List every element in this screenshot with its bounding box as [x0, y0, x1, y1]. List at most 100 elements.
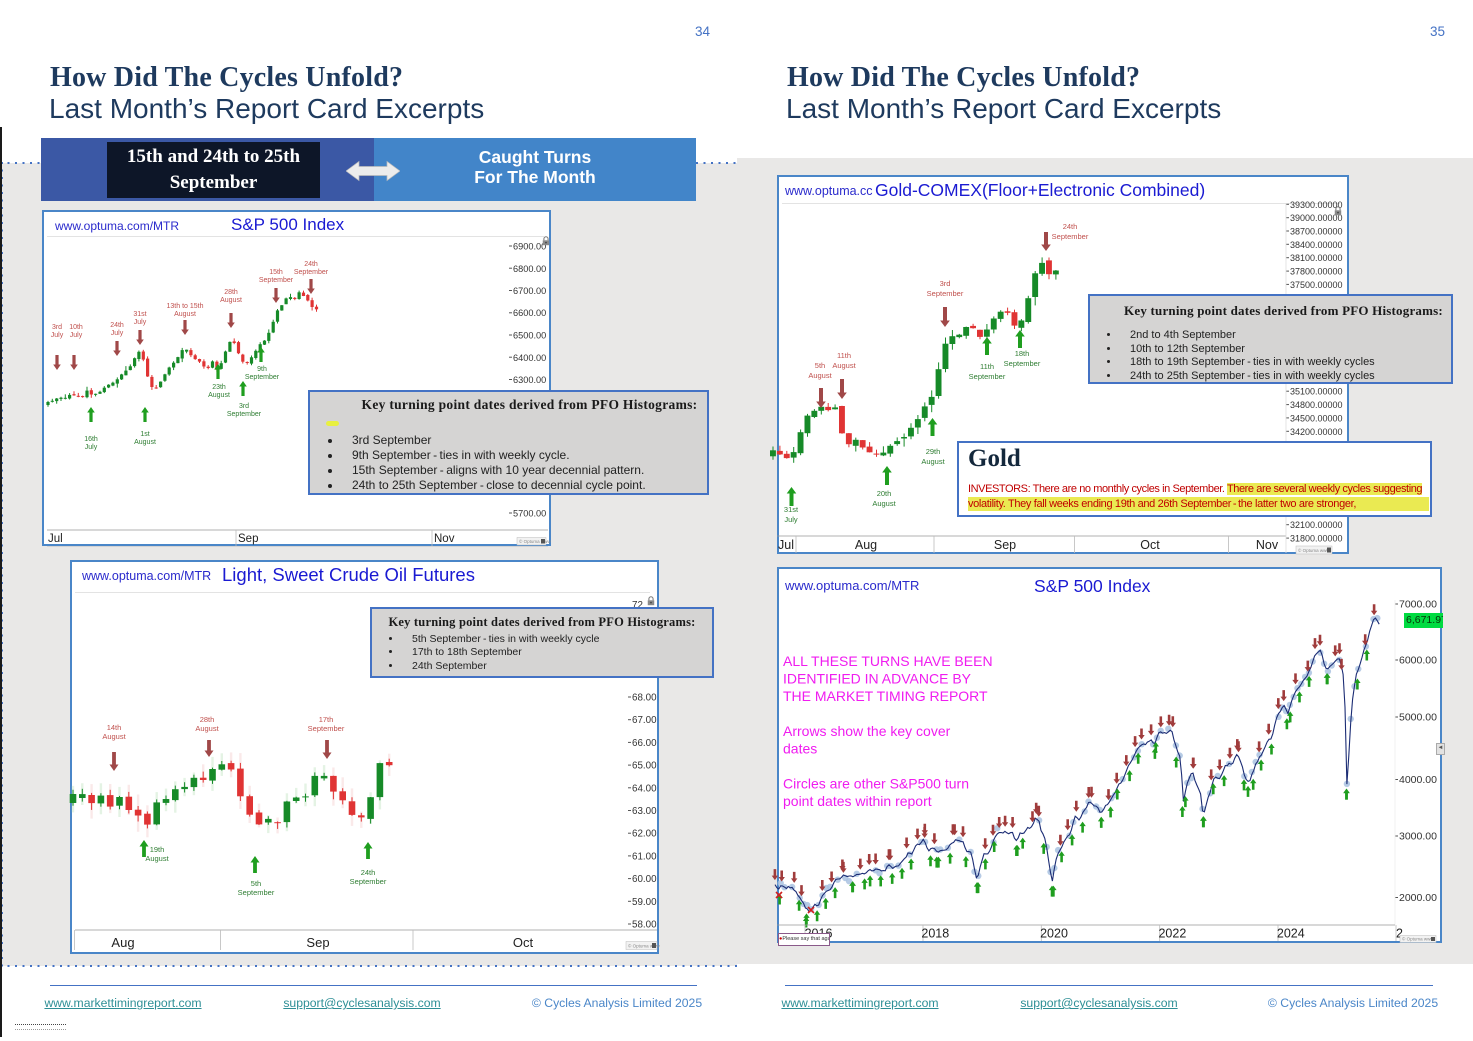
svg-text:August: August: [174, 311, 196, 318]
svg-text:5th: 5th: [815, 361, 825, 370]
svg-text:September: September: [259, 277, 294, 284]
svg-text:61.00: 61.00: [632, 851, 657, 862]
svg-text:39300.00000: 39300.00000: [1290, 200, 1343, 210]
svg-text:2024: 2024: [1277, 927, 1305, 941]
svg-text:September: September: [1004, 359, 1041, 368]
svg-text:19th: 19th: [150, 845, 165, 854]
svg-text:point dates within report: point dates within report: [783, 793, 932, 809]
svg-text:1st: 1st: [140, 431, 149, 438]
svg-text:59.00: 59.00: [632, 897, 657, 908]
svg-text:64.00: 64.00: [632, 783, 657, 794]
svg-text:August: August: [921, 457, 945, 466]
svg-text:Sep: Sep: [994, 538, 1016, 552]
svg-text:Nov: Nov: [434, 533, 455, 545]
svg-text:39000.00000: 39000.00000: [1290, 213, 1343, 223]
svg-text:July: July: [51, 332, 64, 339]
svg-text:3000.00: 3000.00: [1399, 831, 1437, 843]
svg-text:23th: 23th: [212, 384, 226, 391]
svg-text:Jul: Jul: [778, 538, 794, 552]
svg-text:2022: 2022: [1158, 927, 1186, 941]
svg-text:2020: 2020: [1040, 927, 1068, 941]
svg-text:34500.00000: 34500.00000: [1290, 413, 1343, 423]
svg-text:10th: 10th: [69, 324, 83, 331]
svg-text:16th: 16th: [84, 436, 98, 443]
svg-text:September: September: [308, 724, 345, 733]
svg-text:18th: 18th: [1015, 349, 1030, 358]
svg-text:THE MARKET TIMING REPORT: THE MARKET TIMING REPORT: [783, 688, 988, 704]
svg-text:Oct: Oct: [513, 935, 534, 950]
svg-text:July: July: [85, 444, 98, 451]
svg-text:August: August: [134, 439, 156, 446]
svg-text:13th to 15th: 13th to 15th: [167, 303, 204, 310]
svg-text:Sep: Sep: [306, 935, 329, 950]
svg-text:August: August: [832, 361, 856, 370]
svg-text:6800.00: 6800.00: [513, 264, 546, 274]
svg-text:2000.00: 2000.00: [1399, 892, 1437, 904]
svg-text:15th: 15th: [269, 269, 283, 276]
svg-text:August: August: [195, 724, 219, 733]
svg-text:29th: 29th: [926, 447, 941, 456]
svg-text:6400.00: 6400.00: [513, 353, 546, 363]
svg-text:24th: 24th: [304, 261, 318, 268]
svg-text:6300.00: 6300.00: [513, 375, 546, 385]
svg-text:31st: 31st: [133, 311, 146, 318]
svg-text:20th: 20th: [877, 489, 892, 498]
svg-text:August: August: [102, 732, 126, 741]
svg-text:Circles are other S&P500 turn: Circles are other S&P500 turn: [783, 776, 969, 792]
svg-text:31800.00000: 31800.00000: [1290, 534, 1343, 544]
svg-text:Aug: Aug: [111, 935, 134, 950]
svg-text:38700.00000: 38700.00000: [1290, 227, 1343, 237]
svg-text:Oct: Oct: [1140, 538, 1160, 552]
svg-text:September: September: [969, 372, 1006, 381]
svg-text:Arrows show the key cover: Arrows show the key cover: [783, 723, 951, 739]
svg-text:37500.00000: 37500.00000: [1290, 280, 1343, 290]
svg-text:6000.00: 6000.00: [1399, 655, 1437, 667]
svg-text:28th: 28th: [224, 289, 238, 296]
svg-text:July: July: [70, 332, 83, 339]
svg-text:September: September: [294, 269, 329, 276]
svg-text:September: September: [238, 888, 275, 897]
svg-text:5700.00: 5700.00: [513, 509, 546, 519]
svg-text:24th: 24th: [110, 322, 124, 329]
svg-text:34200.00000: 34200.00000: [1290, 427, 1343, 437]
svg-text:37800.00000: 37800.00000: [1290, 267, 1343, 277]
svg-text:August: August: [145, 854, 169, 863]
svg-text:5th: 5th: [251, 879, 261, 888]
svg-text:IDENTIFIED IN ADVANCE BY: IDENTIFIED IN ADVANCE BY: [783, 671, 972, 687]
svg-text:9th: 9th: [257, 366, 267, 373]
svg-text:35100.00000: 35100.00000: [1290, 387, 1343, 397]
svg-text:6900.00: 6900.00: [513, 242, 546, 252]
svg-text:11th: 11th: [980, 362, 994, 371]
svg-text:© Optuma www: © Optuma www: [1402, 936, 1434, 942]
svg-text:38100.00000: 38100.00000: [1290, 253, 1343, 263]
svg-text:4000.00: 4000.00: [1399, 774, 1437, 786]
svg-text:August: August: [208, 392, 230, 399]
svg-text:28th: 28th: [200, 715, 215, 724]
svg-text:31st: 31st: [784, 505, 799, 514]
svg-text:68.00: 68.00: [632, 693, 657, 704]
svg-text:Nov: Nov: [1256, 538, 1279, 552]
svg-text:58.00: 58.00: [632, 920, 657, 931]
svg-text:September: September: [350, 877, 387, 886]
svg-text:Sep: Sep: [238, 533, 258, 545]
svg-text:6700.00: 6700.00: [513, 286, 546, 296]
svg-text:September: September: [245, 374, 280, 381]
svg-text:11th: 11th: [837, 351, 851, 360]
svg-text:24th: 24th: [1063, 222, 1078, 231]
svg-text:2018: 2018: [921, 927, 949, 941]
svg-text:July: July: [134, 319, 147, 326]
svg-text:62.00: 62.00: [632, 829, 657, 840]
svg-text:Jul: Jul: [48, 533, 63, 545]
svg-text:65.00: 65.00: [632, 761, 657, 772]
svg-text:17th: 17th: [319, 715, 334, 724]
svg-text:7000.00: 7000.00: [1399, 599, 1437, 611]
svg-text:32100.00000: 32100.00000: [1290, 520, 1343, 530]
svg-text:September: September: [1052, 232, 1089, 241]
svg-text:© Optuma www: © Optuma www: [519, 538, 551, 544]
svg-text:38400.00000: 38400.00000: [1290, 240, 1343, 250]
svg-text:© Optuma www: © Optuma www: [628, 943, 660, 949]
svg-text:August: August: [872, 499, 896, 508]
svg-text:3rd: 3rd: [239, 403, 249, 410]
svg-text:63.00: 63.00: [632, 806, 657, 817]
svg-text:14th: 14th: [107, 723, 122, 732]
